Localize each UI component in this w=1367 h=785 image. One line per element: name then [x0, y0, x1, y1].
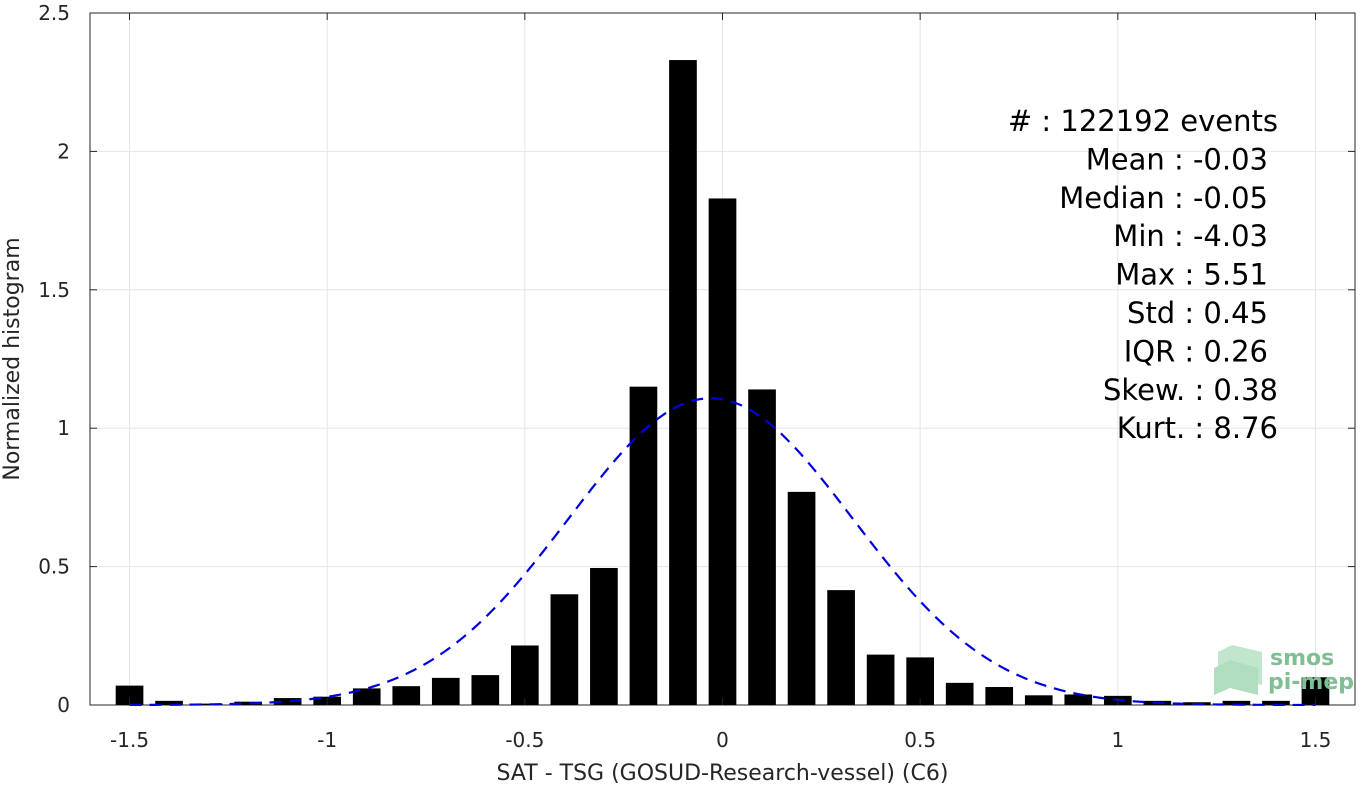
histogram-bar [234, 701, 262, 705]
histogram-bar [827, 590, 855, 705]
logo-line1: smos [1270, 646, 1334, 671]
x-tick-label: -1 [317, 728, 337, 752]
histogram-bar [748, 389, 776, 705]
histogram-bar [511, 645, 539, 705]
logo-wave-icon [1214, 645, 1262, 695]
stat-line: Max : 5.51 [1115, 258, 1268, 292]
stat-line: Std : 0.45 [1127, 296, 1268, 330]
stat-line: Mean : -0.03 [1086, 142, 1268, 176]
histogram-bar [155, 700, 183, 705]
histogram-bar [708, 198, 737, 705]
stat-line: # : 122192 events [1008, 104, 1278, 138]
histogram-bar [352, 688, 381, 705]
stat-line: IQR : 0.26 [1124, 334, 1268, 368]
x-tick-label: 1.5 [1300, 728, 1332, 752]
histogram-bar [590, 567, 618, 705]
x-tick-label: -0.5 [505, 728, 544, 752]
y-tick-label: 2.5 [38, 1, 70, 25]
histogram-bar [1262, 700, 1290, 705]
histogram-bars [115, 60, 1330, 705]
histogram-bar [669, 60, 697, 705]
stat-line: Min : -4.03 [1113, 219, 1268, 253]
y-axis-label: Normalized histogram [0, 237, 25, 480]
stat-line: Skew. : 0.38 [1103, 373, 1278, 407]
axis-ticks: -1.5 -1 -0.5 0 0.5 1 1.5 0 0.5 1 1.5 2 2.5 [38, 1, 1355, 752]
smos-pi-mep-logo: smos pi-mep [1214, 645, 1354, 695]
stat-line: Median : -0.05 [1059, 181, 1268, 215]
histogram-bar [273, 698, 302, 705]
x-axis-label: SAT - TSG (GOSUD-Research-vessel) (C6) [497, 761, 949, 785]
histogram-bar [985, 687, 1014, 705]
x-tick-label: 1 [1111, 728, 1124, 752]
logo-line2: pi-mep [1268, 670, 1354, 695]
x-tick-label: 0.5 [904, 728, 936, 752]
histogram-bar [392, 686, 421, 705]
histogram-bar [550, 594, 579, 705]
histogram-bar [787, 491, 816, 705]
y-tick-label: 0 [57, 693, 70, 717]
y-tick-label: 1.5 [38, 278, 70, 302]
histogram-bar [431, 677, 460, 705]
histogram-bar [1024, 695, 1053, 705]
histogram-bar [1064, 694, 1093, 705]
histogram-bar [906, 657, 934, 705]
statistics-box: # : 122192 events Mean : -0.03 Median : -0… [1008, 104, 1278, 445]
histogram-bar [1222, 700, 1251, 705]
x-tick-label: -1.5 [110, 728, 149, 752]
histogram-bar [629, 386, 658, 705]
y-tick-label: 0.5 [38, 555, 70, 579]
y-tick-label: 2 [57, 139, 70, 163]
histogram-bar [866, 654, 895, 705]
histogram-bar [945, 682, 974, 705]
x-tick-label: 0 [716, 728, 729, 752]
y-tick-label: 1 [57, 416, 70, 440]
histogram-bar [115, 685, 144, 705]
stat-line: Kurt. : 8.76 [1117, 411, 1278, 445]
histogram-bar [471, 675, 500, 705]
histogram-bar [194, 703, 223, 705]
